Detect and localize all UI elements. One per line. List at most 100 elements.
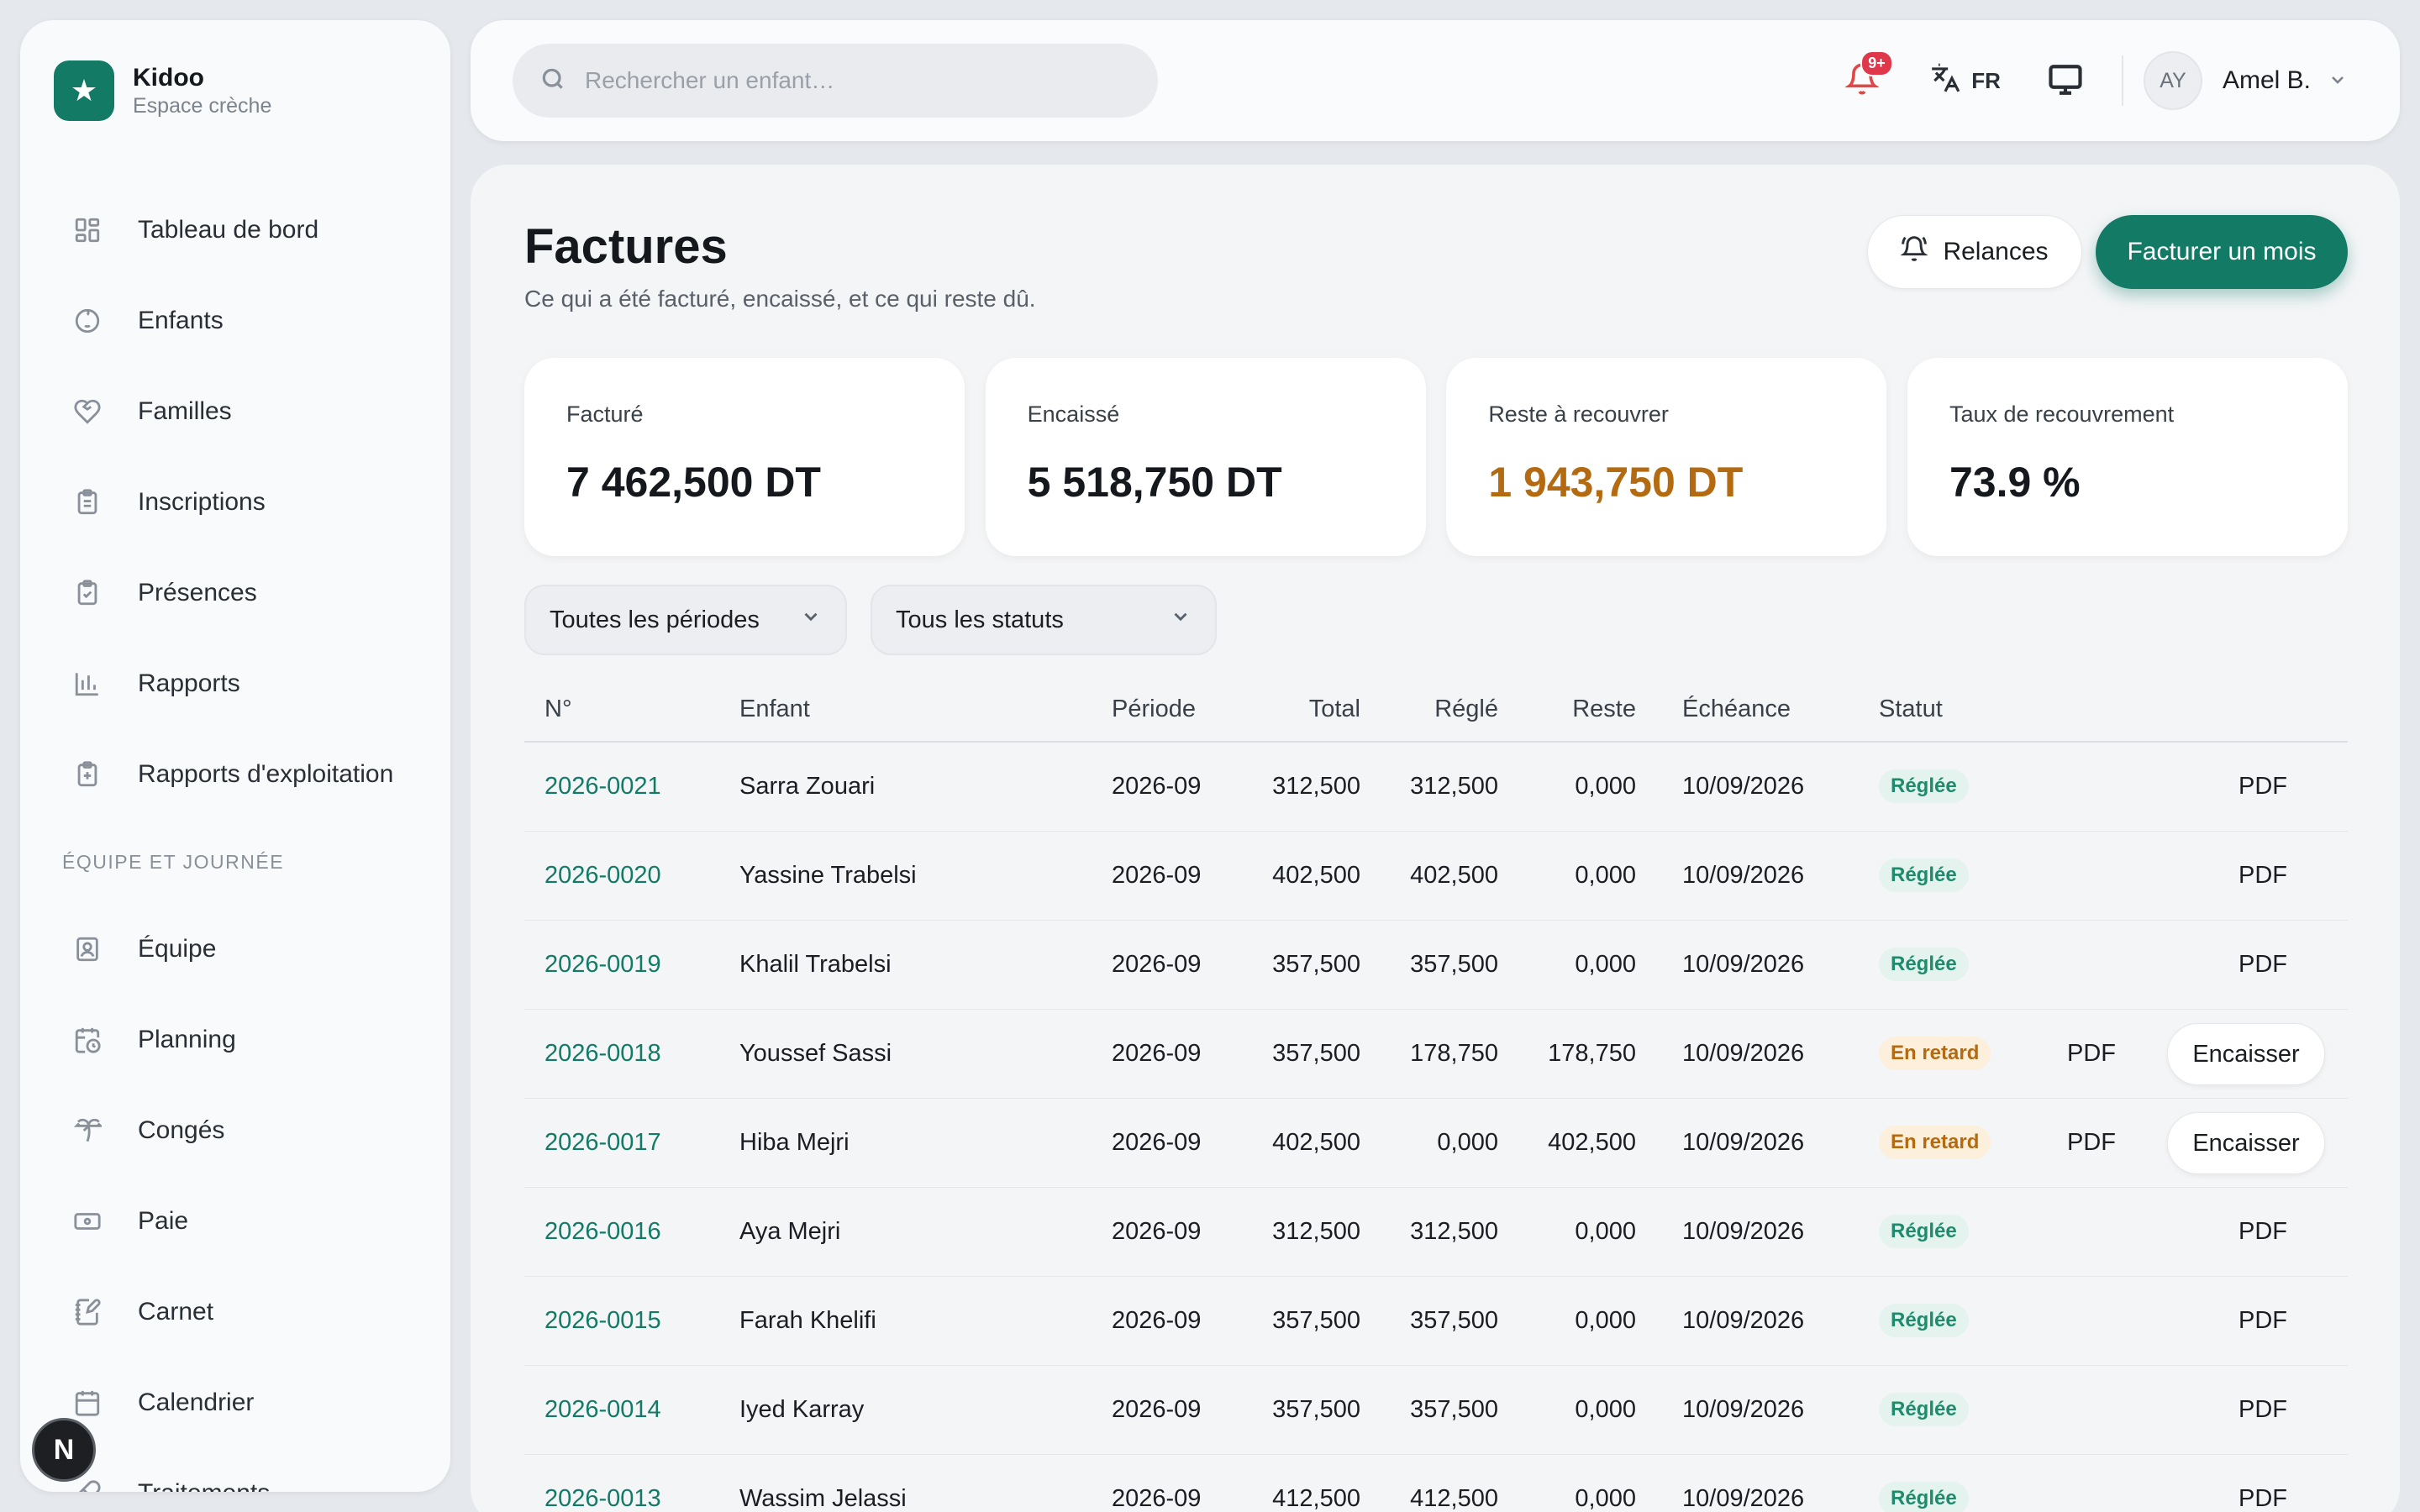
display-mode-button[interactable] (2048, 62, 2085, 99)
stat-card-recovery-rate: Taux de recouvrement 73.9 % (1907, 358, 2348, 556)
period: 2026-09 (1112, 862, 1202, 889)
bill-month-button[interactable]: Facturer un mois (2096, 215, 2348, 289)
table-row[interactable]: 2026-0015 Farah Khelifi 2026-09 357,500 357,… (524, 1277, 2348, 1366)
paid: 402,500 (1410, 862, 1498, 889)
sidebar-item-label: Tableau de bord (138, 216, 319, 244)
pdf-link[interactable]: PDF (2238, 1307, 2287, 1334)
table-row[interactable]: 2026-0014 Iyed Karray 2026-09 357,500 357,50… (524, 1366, 2348, 1455)
sidebar-item-rapports[interactable]: Rapports (20, 638, 450, 729)
table-row[interactable]: 2026-0016 Aya Mejri 2026-09 312,500 312,500 0… (524, 1188, 2348, 1277)
status-badge: Réglée (1879, 1304, 1969, 1337)
brand-name: Kidoo (133, 63, 204, 92)
main-content: Factures Ce qui a été facturé, encaissé,… (471, 165, 2400, 1512)
remaining: 178,750 (1548, 1040, 1636, 1067)
invoice-number-link[interactable]: 2026-0020 (544, 862, 661, 889)
invoice-number-link[interactable]: 2026-0016 (544, 1218, 661, 1245)
column-paid[interactable]: Réglé (1434, 696, 1498, 722)
relances-button[interactable]: Relances (1867, 215, 2082, 289)
sidebar-item-tableau-de-bord[interactable]: Tableau de bord (20, 185, 450, 276)
invoice-number-link[interactable]: 2026-0014 (544, 1396, 661, 1423)
column-due[interactable]: Échéance (1682, 696, 1791, 722)
sidebar-item-conges[interactable]: Congés (20, 1085, 450, 1176)
sidebar-item-paie[interactable]: Paie (20, 1176, 450, 1267)
topbar: 9+ FR AY Amel B. (471, 20, 2400, 141)
sidebar-item-enfants[interactable]: Enfants (20, 276, 450, 366)
stat-card-collected: Encaissé 5 518,750 DT (985, 358, 1426, 556)
pdf-link[interactable]: PDF (2238, 773, 2287, 800)
status-badge: Réglée (1879, 1393, 1969, 1426)
sidebar-item-presences[interactable]: Présences (20, 548, 450, 638)
table-row[interactable]: 2026-0013 Wassim Jelassi 2026-09 412,500 412… (524, 1455, 2348, 1512)
column-number[interactable]: N° (544, 696, 572, 722)
invoice-number-link[interactable]: 2026-0013 (544, 1485, 661, 1512)
period: 2026-09 (1112, 1396, 1202, 1423)
clipboard-list-icon (72, 487, 103, 517)
sidebar-item-traitements[interactable]: Traitements (20, 1448, 450, 1492)
banknote-icon (72, 1206, 103, 1236)
remaining: 0,000 (1575, 1396, 1636, 1423)
invoice-number-link[interactable]: 2026-0015 (544, 1307, 661, 1334)
status-select[interactable]: Tous les statuts (871, 585, 1217, 655)
column-status[interactable]: Statut (1879, 696, 1943, 722)
invoice-number-link[interactable]: 2026-0018 (544, 1040, 661, 1067)
total: 312,500 (1272, 1218, 1360, 1245)
topbar-divider (2121, 55, 2123, 106)
brand[interactable]: ★ Kidoo Espace crèche (54, 60, 271, 121)
sidebar-item-equipe[interactable]: Équipe (20, 904, 450, 995)
invoice-number-link[interactable]: 2026-0017 (544, 1129, 661, 1156)
sidebar-item-inscriptions[interactable]: Inscriptions (20, 457, 450, 548)
invoice-number-link[interactable]: 2026-0019 (544, 951, 661, 978)
status-badge: Réglée (1879, 858, 1969, 892)
table-row[interactable]: 2026-0018 Youssef Sassi 2026-09 357,500 178,… (524, 1010, 2348, 1099)
column-total[interactable]: Total (1308, 696, 1360, 722)
floating-action-button[interactable]: N (32, 1418, 96, 1482)
pdf-link[interactable]: PDF (2238, 951, 2287, 978)
period-select[interactable]: Toutes les périodes (524, 585, 847, 655)
user-menu[interactable]: AY Amel B. (2143, 51, 2349, 110)
stat-card-remaining: Reste à recouvrer 1 943,750 DT (1446, 358, 1887, 556)
sidebar-item-planning[interactable]: Planning (20, 995, 450, 1085)
star-icon: ★ (54, 60, 114, 121)
child-name: Aya Mejri (739, 1218, 841, 1245)
column-remaining[interactable]: Reste (1572, 696, 1636, 722)
language-switcher[interactable]: FR (1929, 62, 2001, 100)
pdf-link[interactable]: PDF (2238, 862, 2287, 889)
table-row[interactable]: 2026-0021 Sarra Zouari 2026-09 312,500 312,5… (524, 743, 2348, 832)
sidebar-item-label: Traitements (138, 1479, 270, 1492)
sidebar-item-calendrier[interactable]: Calendrier (20, 1357, 450, 1448)
search-box[interactable] (513, 44, 1158, 118)
remaining: 0,000 (1575, 862, 1636, 889)
sidebar-item-carnet[interactable]: Carnet (20, 1267, 450, 1357)
remaining: 0,000 (1575, 1218, 1636, 1245)
period: 2026-09 (1112, 1129, 1202, 1156)
paid: 357,500 (1410, 951, 1498, 978)
table-row[interactable]: 2026-0017 Hiba Mejri 2026-09 402,500 0,000 40… (524, 1099, 2348, 1188)
collect-button[interactable]: Encaisser (2167, 1023, 2325, 1085)
calendar-icon (72, 1388, 103, 1418)
pdf-link[interactable]: PDF (2238, 1485, 2287, 1512)
due-date: 10/09/2026 (1682, 1396, 1805, 1423)
pdf-link[interactable]: PDF (2238, 1396, 2287, 1423)
sidebar-item-label: Calendrier (138, 1389, 255, 1416)
table-header: N° Enfant Période Total Réglé Reste Éché… (524, 677, 2348, 743)
grid-icon (72, 215, 103, 245)
sidebar-item-rapports-exploitation[interactable]: Rapports d'exploitation (20, 729, 450, 820)
pdf-link[interactable]: PDF (2238, 1218, 2287, 1245)
pdf-link[interactable]: PDF (2067, 1129, 2116, 1156)
baby-icon (72, 306, 103, 336)
invoice-number-link[interactable]: 2026-0021 (544, 773, 661, 800)
palm-tree-icon (72, 1116, 103, 1146)
notifications-button[interactable]: 9+ (1844, 50, 1893, 99)
remaining: 0,000 (1575, 951, 1636, 978)
search-input[interactable] (585, 67, 1123, 94)
monitor-icon (2048, 65, 2083, 101)
collect-button[interactable]: Encaisser (2167, 1112, 2325, 1174)
sidebar-item-familles[interactable]: Familles (20, 366, 450, 457)
language-label: FR (1971, 67, 2001, 93)
table-row[interactable]: 2026-0019 Khalil Trabelsi 2026-09 357,500 35… (524, 921, 2348, 1010)
column-child[interactable]: Enfant (739, 696, 810, 722)
pdf-link[interactable]: PDF (2067, 1040, 2116, 1067)
stat-value: 5 518,750 DT (1027, 459, 1282, 506)
column-period[interactable]: Période (1112, 696, 1196, 722)
table-row[interactable]: 2026-0020 Yassine Trabelsi 2026-09 402,500 4… (524, 832, 2348, 921)
